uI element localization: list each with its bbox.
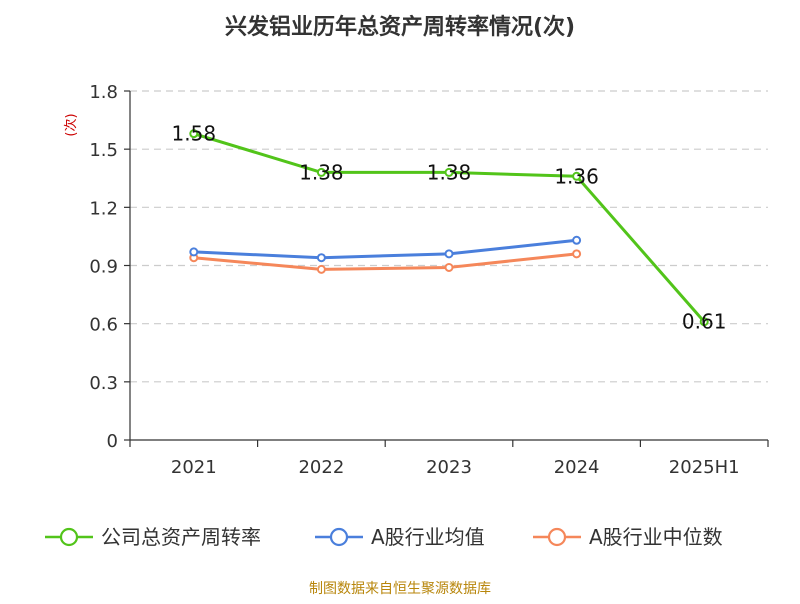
data-label: 1.38 <box>299 160 344 184</box>
data-point[interactable] <box>572 249 582 259</box>
chart-title: 兴发铝业历年总资产周转率情况(次) <box>225 14 575 40</box>
y-tick-label: 0.3 <box>89 373 118 394</box>
legend-item[interactable]: A股行业均值 <box>315 525 485 549</box>
source-note: 制图数据来自恒生聚源数据库 <box>309 581 491 597</box>
legend-item[interactable]: A股行业中位数 <box>533 525 723 549</box>
data-point[interactable] <box>189 247 199 257</box>
x-tick-label: 2025H1 <box>669 457 740 478</box>
y-tick-label: 1.8 <box>89 82 118 103</box>
data-labels: 1.58 1.38 1.38 1.36 0.61 <box>172 122 727 334</box>
data-point[interactable] <box>189 129 199 139</box>
data-point[interactable] <box>699 317 709 327</box>
y-tick-label: 0.6 <box>89 315 118 336</box>
legend-label: A股行业中位数 <box>589 525 723 549</box>
data-label: 1.36 <box>554 164 599 188</box>
data-point[interactable] <box>444 262 454 272</box>
series-line <box>192 238 579 260</box>
legend: 公司总资产周转率 A股行业均值 A股行业中位数 <box>45 525 723 549</box>
data-label: 1.38 <box>427 160 472 184</box>
y-axis-unit-label: (次) <box>63 113 79 136</box>
legend-circle-marker <box>59 527 79 547</box>
data-point[interactable] <box>444 249 454 259</box>
x-tick-label: 2021 <box>171 457 217 478</box>
data-point[interactable] <box>316 167 326 177</box>
data-point[interactable] <box>444 167 454 177</box>
data-point[interactable] <box>572 171 582 181</box>
data-label: 0.61 <box>682 310 727 334</box>
data-point[interactable] <box>572 235 582 245</box>
x-tick-label: 2023 <box>426 457 472 478</box>
data-label: 1.58 <box>172 122 217 146</box>
x-tick-label: 2022 <box>298 457 344 478</box>
grid-lines <box>130 90 768 383</box>
legend-label: A股行业均值 <box>371 525 485 549</box>
series-line <box>192 252 579 271</box>
y-tick-label: 1.5 <box>89 140 118 161</box>
y-tick-label: 0 <box>107 431 118 452</box>
legend-circle-marker <box>547 527 567 547</box>
legend-item[interactable]: 公司总资产周转率 <box>45 525 261 549</box>
data-point[interactable] <box>316 253 326 263</box>
x-tick-label: 2024 <box>554 457 600 478</box>
legend-circle-marker <box>329 527 349 547</box>
legend-label: 公司总资产周转率 <box>101 525 261 549</box>
y-tick-label: 0.9 <box>89 257 118 278</box>
y-tick-label: 1.2 <box>89 198 118 219</box>
series-lines <box>189 129 709 327</box>
axes: 0 0.3 0.6 0.9 1.2 1.5 1.8 2021 2022 2023 2024 2025H… <box>89 82 769 478</box>
data-point[interactable] <box>316 264 326 274</box>
